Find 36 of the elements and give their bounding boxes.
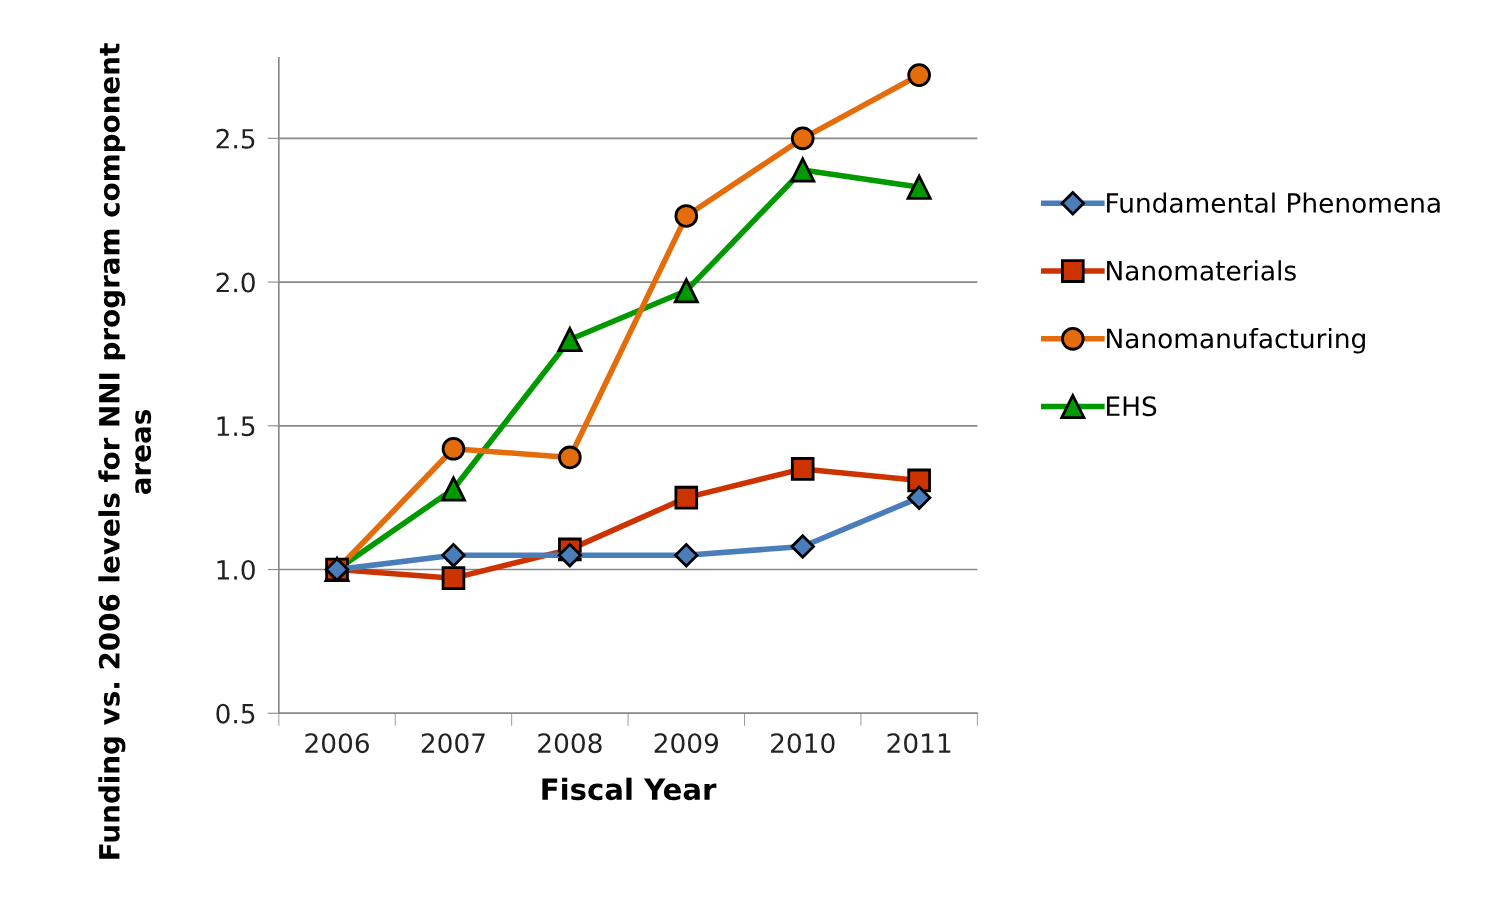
point [674, 542, 699, 568]
y-tick-label: 2.5 [216, 128, 255, 149]
y-axis-title: Funding vs. 2006 levels for NNI program component areas [98, 43, 152, 859]
point [441, 566, 466, 590]
point [557, 327, 583, 353]
x-tick-label: 2007 [421, 733, 485, 754]
point [790, 157, 816, 183]
point [790, 457, 815, 481]
x-tick-label: 2010 [771, 733, 835, 754]
point [790, 534, 815, 559]
point [440, 476, 466, 502]
y-tick-label: 1.5 [217, 416, 255, 437]
point [906, 174, 932, 200]
x-tick-label: 2009 [654, 733, 719, 754]
point [906, 485, 932, 510]
point [907, 468, 931, 493]
y-tick-label: 0.5 [216, 703, 255, 724]
x-tick-label: 2011 [887, 733, 951, 754]
legend-label: EHS [1107, 396, 1157, 417]
point [441, 436, 466, 461]
point [790, 126, 815, 151]
y-tick-label: 1.0 [217, 559, 255, 580]
legend-label: Nanomanufacturing [1107, 328, 1365, 354]
point [558, 445, 582, 470]
point [673, 278, 699, 304]
point [674, 485, 699, 510]
x-axis-title: Fiscal Year [542, 777, 717, 801]
x-tick-label: 2006 [305, 733, 369, 754]
x-tick-label: 2008 [538, 733, 602, 754]
y-tick-label: 2.0 [216, 272, 255, 293]
point [674, 204, 699, 228]
legend-label: Nanomaterials [1107, 260, 1296, 281]
point [907, 63, 931, 87]
legend-label: Fundamental Phenomena [1107, 192, 1440, 213]
point [441, 542, 466, 568]
point [557, 542, 583, 568]
